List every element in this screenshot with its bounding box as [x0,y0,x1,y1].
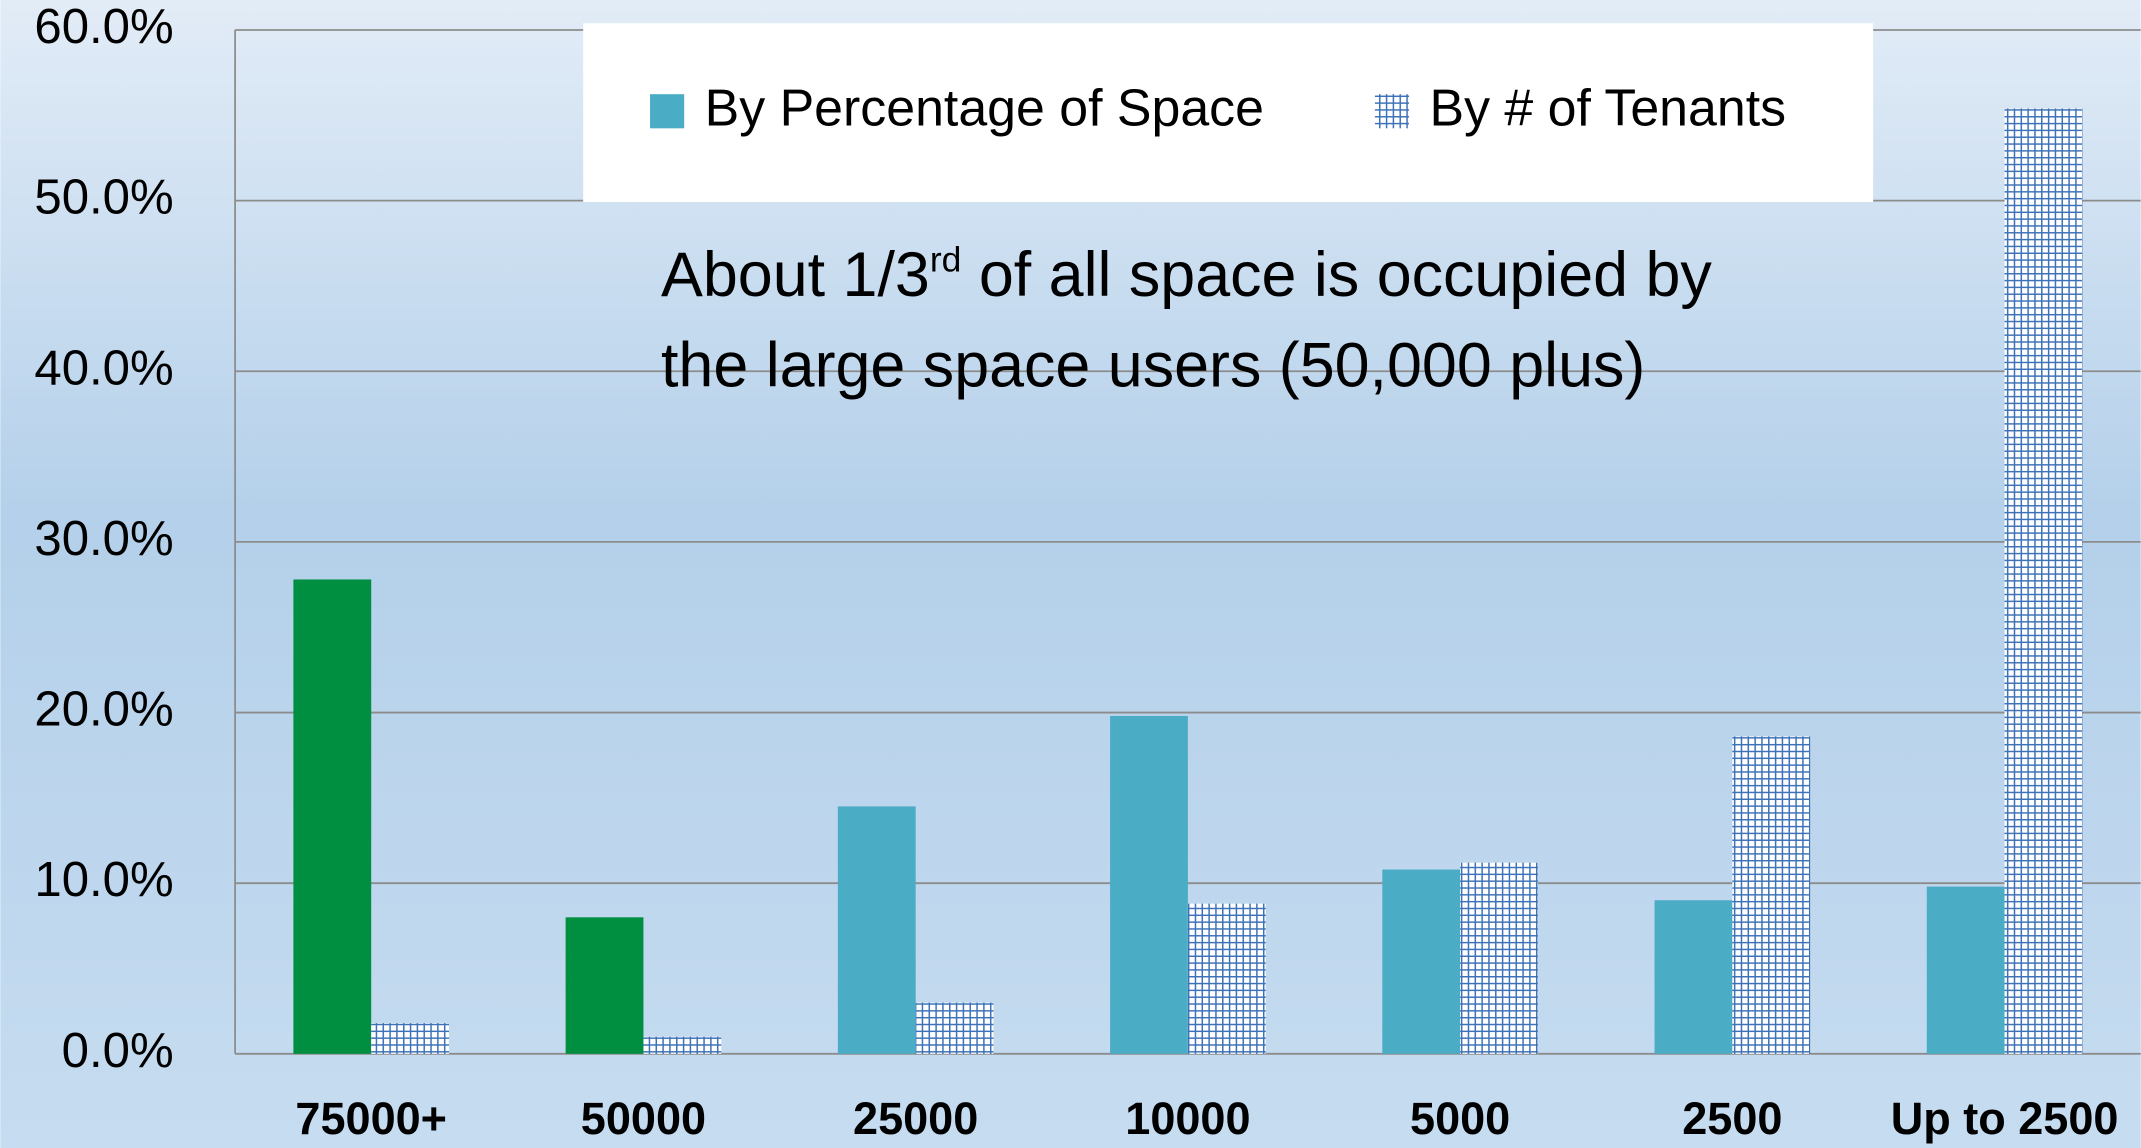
legend-label: By # of Tenants [1430,79,1787,137]
y-tick-label: 60.0% [34,0,173,54]
bar [565,917,644,1054]
bar [1654,900,1733,1054]
annotation-sup: rd [929,238,962,280]
bar [1926,886,2005,1054]
x-tick-label: 2500 [1682,1093,1782,1144]
y-tick-label: 40.0% [34,341,173,395]
legend: By Percentage of Space By # of Tenants [650,79,1786,137]
annotation-box: About 1/3rd of all space is occupied by … [661,229,1753,409]
x-tick-label: 50000 [581,1093,706,1144]
bar [293,579,372,1054]
bar [915,1002,994,1054]
legend-swatch [650,94,685,129]
annotation-text: About 1/3 [660,238,930,310]
annotation-text: of all space is occupied by the large sp… [660,238,1712,400]
bar [1382,869,1461,1054]
y-tick-label: 0.0% [62,1024,174,1078]
bar [371,1023,450,1054]
annotation: About 1/3rd of all space is occupied by … [661,229,1753,409]
y-tick-label: 10.0% [34,853,173,907]
bar [2004,108,2083,1054]
x-tick-label: 5000 [1410,1093,1510,1144]
bar [837,806,916,1054]
x-tick-label: Up to 2500 [1891,1093,2119,1144]
x-tick-label: 25000 [853,1093,978,1144]
x-tick-label: 10000 [1125,1093,1250,1144]
bar [1110,715,1188,1054]
y-tick-label: 30.0% [34,512,173,566]
x-tick-label: 75000+ [295,1093,447,1144]
y-tick-label: 50.0% [34,171,173,225]
plot-area: 0.0% 10.0% 20.0% 30.0% 40.0% 50.0% 60.0% 75000+… [34,0,2141,1144]
legend-box [583,23,1874,203]
bar [1732,736,1811,1054]
bar [1187,903,1266,1054]
y-tick-label: 20.0% [34,683,173,737]
bar [1460,862,1538,1054]
legend-label: By Percentage of Space [705,79,1264,137]
legend-swatch [1374,94,1410,129]
bar [643,1036,722,1054]
